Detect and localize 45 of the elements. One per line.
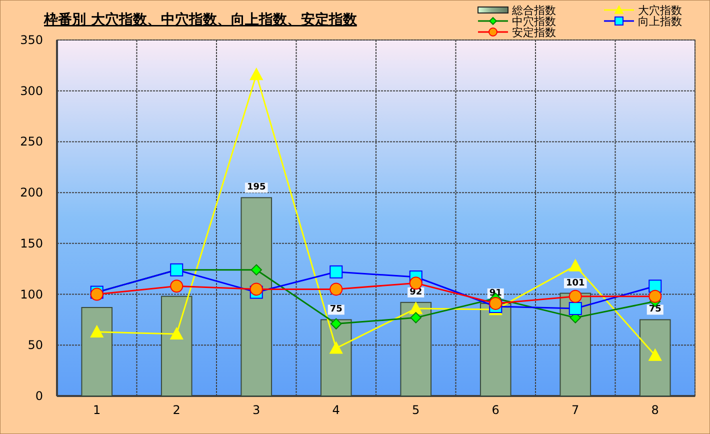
point [648, 290, 662, 303]
point [170, 327, 184, 340]
y-tick-label: 250 [20, 134, 43, 149]
y-tick-label: 150 [20, 236, 43, 250]
point [489, 296, 502, 310]
legend-label: 総合指数 [511, 4, 556, 17]
point [330, 342, 343, 354]
x-tick-label: 1 [93, 403, 101, 417]
y-tick-label: 200 [20, 186, 43, 200]
point [410, 312, 422, 324]
x-tick-label: 8 [651, 403, 659, 417]
legend-label: 中穴指数 [512, 15, 556, 28]
chart-title: 枠番別 大穴指数、中穴指数、向上指数、安定指数 [43, 11, 358, 28]
data-label: 75 [330, 304, 342, 315]
data-label: 195 [246, 182, 266, 193]
x-tick-label: 7 [572, 403, 580, 417]
x-tick-label: 2 [172, 403, 180, 417]
point [330, 265, 343, 278]
legend-label: 安定指数 [512, 26, 556, 39]
x-tick-label: 4 [332, 403, 340, 417]
point [250, 264, 262, 276]
x-tick-label: 5 [412, 403, 420, 417]
point [568, 259, 582, 272]
y-tick-label: 350 [20, 33, 43, 47]
legend-label: 大穴指数 [638, 4, 682, 17]
point [250, 68, 263, 80]
y-tick-label: 0 [35, 389, 43, 403]
data-label: 75 [648, 304, 662, 315]
data-label: 91 [489, 288, 502, 298]
x-tick-label: 3 [252, 403, 260, 417]
y-tick-label: 50 [28, 338, 43, 352]
point [250, 282, 263, 296]
point [568, 290, 582, 303]
data-label: 101 [566, 278, 585, 288]
point [90, 325, 104, 338]
y-tick-label: 100 [20, 287, 43, 302]
legend-label: 向上指数 [638, 15, 682, 28]
point [170, 280, 184, 293]
point [330, 318, 342, 330]
point [568, 302, 582, 316]
point [648, 348, 662, 361]
y-tick-label: 300 [20, 84, 43, 98]
point [330, 282, 343, 296]
point [409, 302, 422, 314]
x-tick-label: 6 [492, 403, 500, 417]
